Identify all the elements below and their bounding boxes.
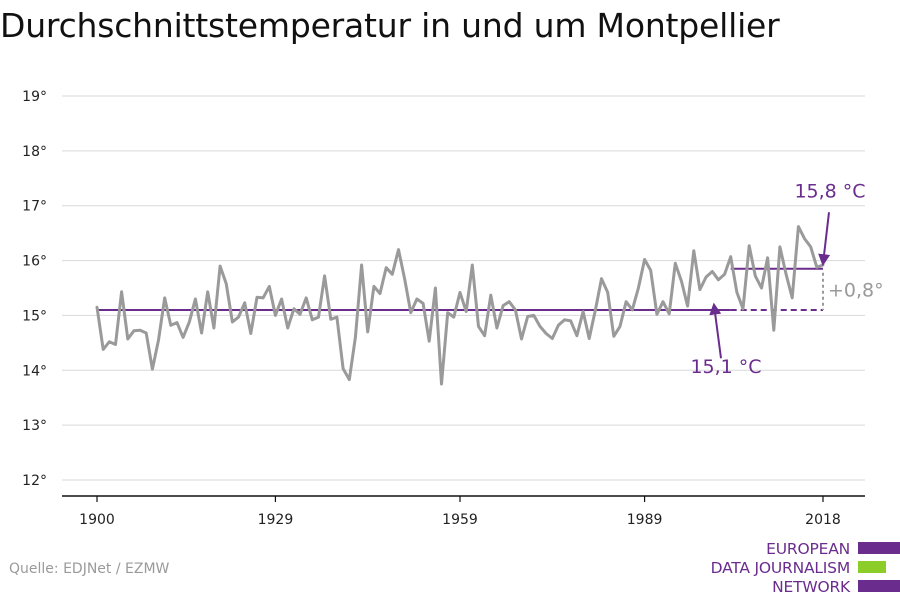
x-tick-label: 1929 xyxy=(258,512,294,528)
x-axis: 1900 1929 1959 1989 2018 xyxy=(62,495,865,528)
logo-bar-purple-top xyxy=(858,542,900,554)
grid-lines xyxy=(62,95,865,481)
y-tick-label: 19° xyxy=(22,89,47,105)
source-note: Quelle: EDJNet / EZMW xyxy=(9,561,170,577)
temperature-line xyxy=(95,225,825,386)
logo-bar-green xyxy=(858,561,886,573)
x-tick-label: 2018 xyxy=(805,512,841,528)
x-tick-label: 1959 xyxy=(442,512,478,528)
logo-line-2: DATA JOURNALISM xyxy=(710,559,851,577)
y-tick-label: 17° xyxy=(22,199,47,215)
y-tick-label: 16° xyxy=(22,254,47,270)
logo-bar-purple-bottom xyxy=(858,580,900,592)
y-tick-label: 18° xyxy=(22,144,47,160)
annotations: +0,8° 15,8 °C 15,1 °C xyxy=(690,181,883,378)
recent-mean-label: 15,8 °C xyxy=(794,181,865,203)
logo-line-3: NETWORK xyxy=(772,578,850,596)
y-tick-label: 14° xyxy=(22,363,47,379)
longterm-mean-arrow xyxy=(709,302,722,359)
chart-title: Durchschnittstemperatur in und um Montpe… xyxy=(0,6,780,45)
y-axis-ticks: 12° 13° 14° 15° 16° 17° 18° 19° xyxy=(22,89,47,489)
longterm-mean-label: 15,1 °C xyxy=(690,356,761,378)
x-tick-label: 1900 xyxy=(79,512,115,528)
recent-mean-arrow xyxy=(818,212,831,267)
edjnet-logo[interactable]: EUROPEAN DATA JOURNALISM NETWORK xyxy=(700,539,900,597)
y-tick-label: 12° xyxy=(22,473,47,489)
logo-line-1: EUROPEAN xyxy=(766,540,850,558)
y-tick-label: 13° xyxy=(22,418,47,434)
temperature-series xyxy=(95,225,825,386)
difference-label: +0,8° xyxy=(828,279,884,301)
y-tick-label: 15° xyxy=(22,308,47,324)
x-tick-label: 1989 xyxy=(627,512,663,528)
